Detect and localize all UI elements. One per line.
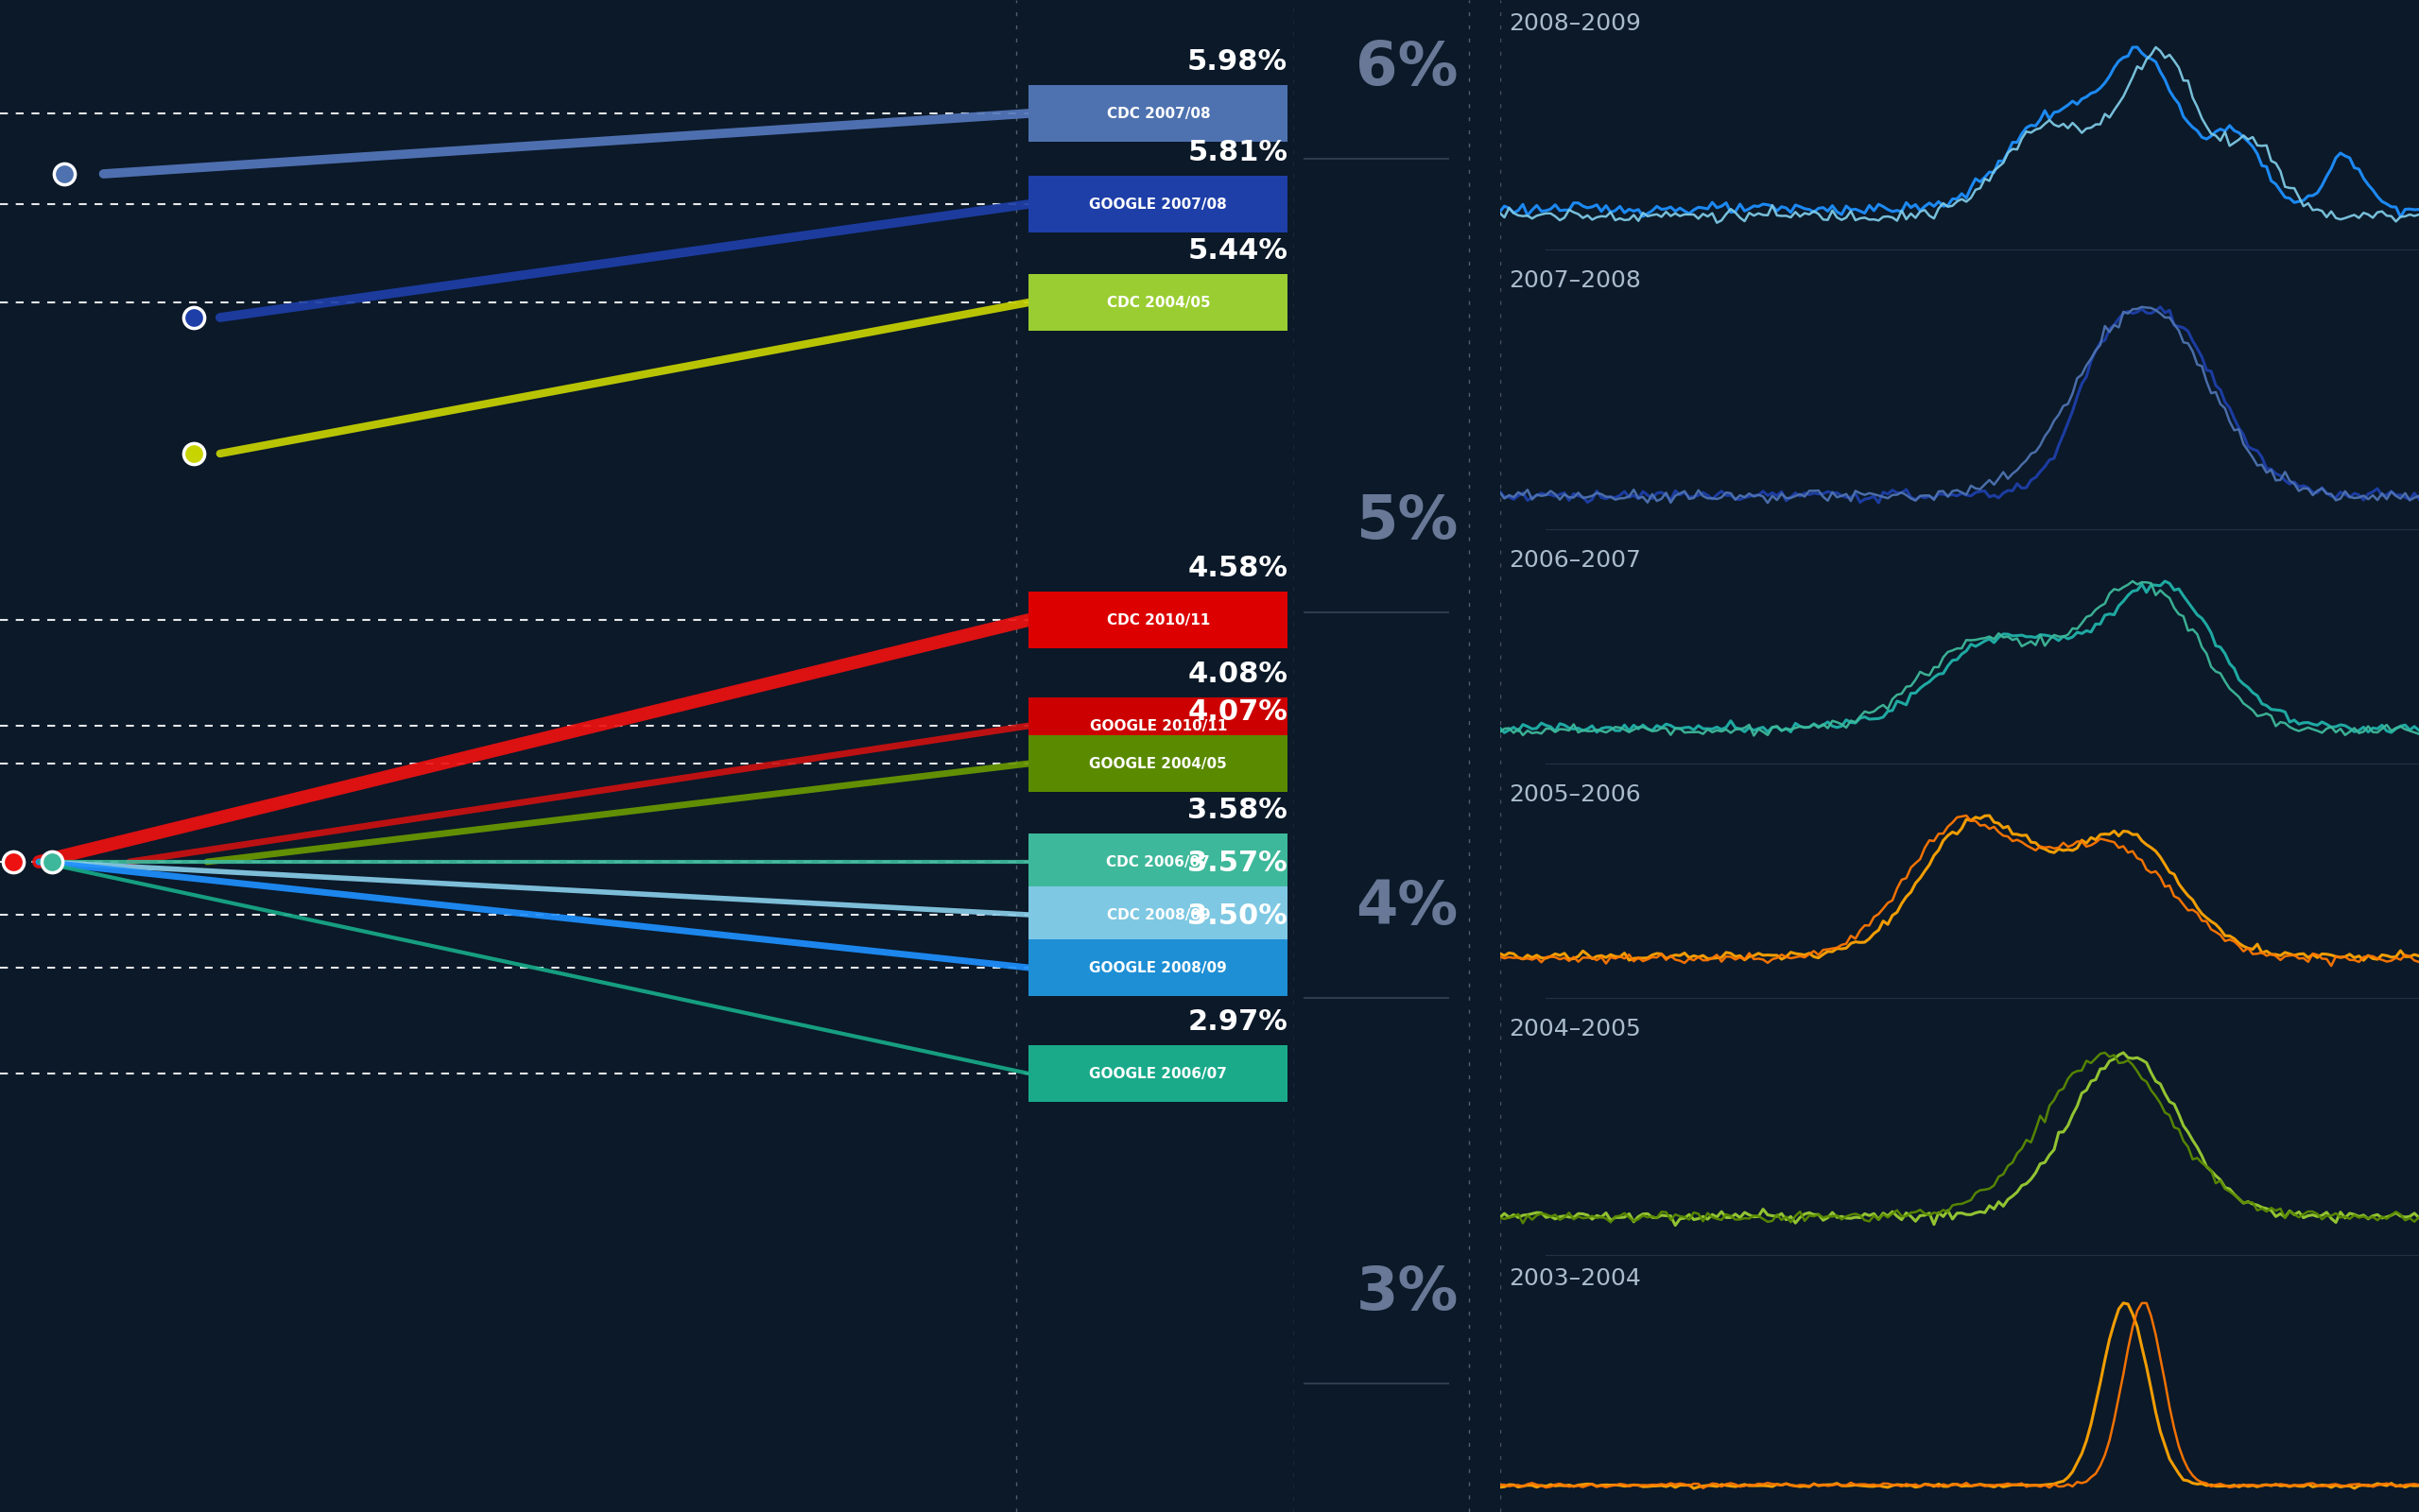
Bar bbox=[1028, 833, 1287, 891]
Text: 2.97%: 2.97% bbox=[1188, 1009, 1287, 1036]
Bar bbox=[1028, 274, 1287, 331]
Text: 2008–2009: 2008–2009 bbox=[1509, 12, 1640, 35]
Text: GOOGLE 2007/08: GOOGLE 2007/08 bbox=[1089, 197, 1226, 212]
Text: 2003–2004: 2003–2004 bbox=[1509, 1267, 1640, 1290]
Text: GOOGLE 2008/09: GOOGLE 2008/09 bbox=[1089, 960, 1226, 975]
Text: 5%: 5% bbox=[1357, 493, 1459, 550]
Bar bbox=[1028, 697, 1287, 754]
Bar bbox=[1028, 886, 1287, 943]
Text: 2005–2006: 2005–2006 bbox=[1509, 783, 1640, 806]
Text: 5.98%: 5.98% bbox=[1188, 48, 1287, 76]
Text: CDC 2004/05: CDC 2004/05 bbox=[1105, 295, 1210, 310]
Text: 3.50%: 3.50% bbox=[1188, 903, 1287, 930]
Text: GOOGLE 2006/07: GOOGLE 2006/07 bbox=[1089, 1066, 1226, 1081]
Text: CDC 2006/07: CDC 2006/07 bbox=[1105, 854, 1210, 869]
Text: 3%: 3% bbox=[1357, 1264, 1459, 1321]
Text: CDC 2008/09: CDC 2008/09 bbox=[1105, 907, 1210, 922]
Bar bbox=[1028, 939, 1287, 996]
Text: 6%: 6% bbox=[1357, 39, 1459, 97]
Text: CDC 2010/11: CDC 2010/11 bbox=[1105, 612, 1210, 627]
Text: 5.44%: 5.44% bbox=[1188, 237, 1287, 265]
Text: CDC 2007/08: CDC 2007/08 bbox=[1105, 106, 1210, 121]
Text: 4%: 4% bbox=[1357, 878, 1459, 936]
Bar bbox=[1028, 85, 1287, 142]
Bar bbox=[1028, 1045, 1287, 1102]
Text: GOOGLE 2004/05: GOOGLE 2004/05 bbox=[1089, 756, 1226, 771]
Bar bbox=[1028, 591, 1287, 649]
Bar bbox=[1028, 175, 1287, 233]
Text: 4.58%: 4.58% bbox=[1188, 555, 1287, 582]
Text: 2004–2005: 2004–2005 bbox=[1509, 1018, 1640, 1040]
Text: 4.08%: 4.08% bbox=[1188, 661, 1287, 688]
Text: 3.58%: 3.58% bbox=[1188, 797, 1287, 824]
Bar bbox=[1028, 735, 1287, 792]
Text: 3.57%: 3.57% bbox=[1188, 850, 1287, 877]
Text: 4.07%: 4.07% bbox=[1188, 699, 1287, 726]
Text: 5.81%: 5.81% bbox=[1188, 139, 1287, 166]
Text: GOOGLE 2010/11: GOOGLE 2010/11 bbox=[1089, 718, 1226, 733]
Text: 2006–2007: 2006–2007 bbox=[1509, 549, 1640, 572]
Text: 2007–2008: 2007–2008 bbox=[1509, 269, 1640, 292]
